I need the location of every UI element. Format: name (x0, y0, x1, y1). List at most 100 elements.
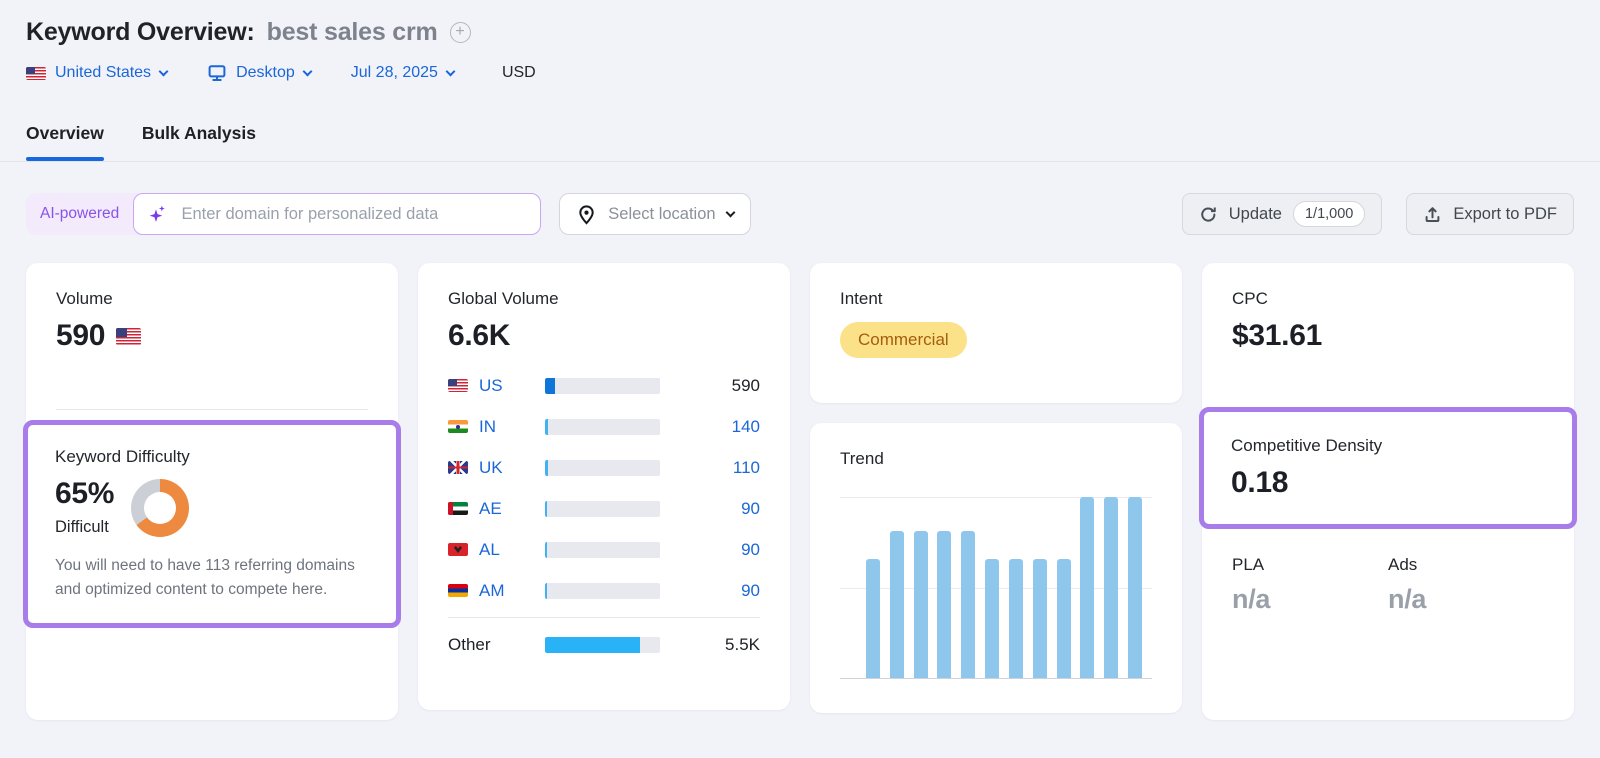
device-filter[interactable]: Desktop (207, 63, 313, 83)
date-filter[interactable]: Jul 28, 2025 (350, 64, 456, 82)
country-code-link[interactable]: AM (479, 580, 505, 600)
ai-domain-group: AI-powered (26, 193, 542, 235)
tab-bulk-analysis[interactable]: Bulk Analysis (141, 123, 256, 143)
am-flag-icon (448, 584, 468, 597)
country-cell: AL (448, 540, 545, 560)
domain-input-wrapper (133, 193, 542, 235)
keyword-difficulty-section: Keyword Difficulty 65% Difficult You wil… (28, 425, 396, 623)
volume-difficulty-card: Volume 590 Keyword Difficulty 65% Diffic… (23, 263, 401, 720)
country-volume-row: IN 140 (448, 406, 760, 447)
country-cell: US (448, 376, 545, 396)
trend-bar (1056, 558, 1071, 678)
competitive-density-label: Competitive Density (1231, 436, 1383, 455)
ai-powered-badge: AI-powered (40, 205, 120, 222)
tab-overview[interactable]: Overview (26, 123, 104, 161)
difficulty-donut-chart (131, 479, 190, 537)
update-quota-badge: 1/1,000 (1292, 201, 1366, 227)
global-volume-rows: US 590 IN 140 UK 110 AE 90 AL 90 AM 90 (448, 365, 760, 611)
keyword-overview-page: Keyword Overview: best sales crm + Unite… (0, 0, 1600, 720)
global-volume-other-row: Other 5.5K (448, 624, 760, 665)
competitive-density-highlight: Competitive Density 0.18 (1199, 407, 1577, 529)
tab-bar: Overview Bulk Analysis (26, 123, 1574, 161)
country-code-link[interactable]: US (479, 375, 503, 395)
trend-card: Trend (810, 423, 1182, 713)
keyword-difficulty-label: Keyword Difficulty (55, 447, 190, 466)
add-keyword-icon[interactable]: + (449, 22, 471, 43)
country-volume-row: UK 110 (448, 447, 760, 488)
export-icon (1425, 206, 1440, 222)
al-flag-icon (448, 543, 468, 556)
page-header: Keyword Overview: best sales crm + (26, 18, 1574, 47)
trend-bar (1104, 497, 1119, 678)
desktop-icon (208, 65, 226, 81)
pla-ads-section: PLA n/a Ads n/a (1202, 529, 1574, 641)
intent-commercial-badge: Commercial (840, 322, 967, 358)
volume-bar-track (545, 418, 660, 435)
country-code-link[interactable]: UK (479, 457, 503, 477)
us-flag-icon (26, 66, 46, 80)
toolbar: AI-powered Select location Up (26, 193, 1574, 235)
gridline (840, 497, 1152, 498)
ads-value: n/a (1388, 584, 1427, 614)
country-code-link[interactable]: AE (479, 498, 502, 518)
country-cell: AE (448, 499, 545, 519)
currency-label: USD (501, 64, 536, 81)
trend-bar (1080, 497, 1095, 678)
intent-card: Intent Commercial (810, 263, 1182, 403)
volume-bar-fill (545, 459, 548, 476)
country-volume-row: Other 5.5K (448, 624, 760, 665)
filter-row: United States Desktop Jul 28, 2025 USD (26, 63, 1574, 83)
page-title: Keyword Overview: (26, 18, 255, 46)
volume-bar-fill (545, 582, 548, 599)
volume-bar-fill (545, 541, 548, 558)
select-location-button[interactable]: Select location (559, 193, 751, 235)
export-to-pdf-button[interactable]: Export to PDF (1406, 193, 1574, 235)
other-cell: Other (448, 635, 545, 655)
volume-bar-fill (545, 500, 548, 517)
trend-bar (889, 531, 904, 678)
in-flag-icon (448, 420, 468, 433)
trend-bar (961, 531, 976, 678)
cpc-section: CPC $31.61 (1202, 263, 1574, 407)
chevron-down-icon (725, 207, 736, 217)
keyword-difficulty-level: Difficult (55, 518, 109, 536)
country-cell: AM (448, 581, 545, 601)
volume-bar-fill (545, 377, 556, 394)
chevron-down-icon (445, 66, 456, 76)
global-volume-value: 6.6K (448, 319, 511, 352)
country-code-link[interactable]: AL (479, 539, 500, 559)
country-cell: IN (448, 417, 545, 437)
country-code-link[interactable]: IN (479, 416, 496, 436)
country-volume-value: 590 (731, 375, 760, 395)
chevron-down-icon (158, 66, 169, 76)
keyword-difficulty-value: 65% (55, 477, 115, 510)
country-volume-value: 90 (741, 580, 760, 600)
us-flag-icon (448, 379, 468, 392)
ae-flag-icon (448, 502, 468, 515)
pla-column: PLA n/a (1232, 555, 1388, 615)
uk-flag-icon (448, 461, 468, 474)
section-divider (448, 617, 760, 618)
update-label: Update (1228, 204, 1282, 223)
volume-bar-track (545, 541, 660, 558)
select-location-label: Select location (608, 204, 716, 223)
ads-column: Ads n/a (1388, 555, 1544, 615)
intent-trend-column: Intent Commercial Trend (810, 263, 1182, 713)
country-volume-row: AE 90 (448, 488, 760, 529)
country-volume-value: 5.5K (725, 634, 760, 654)
trend-bar (1032, 558, 1047, 678)
volume-bar-track (545, 636, 660, 653)
intent-label: Intent (840, 289, 883, 308)
competitive-density-section: Competitive Density 0.18 (1204, 412, 1572, 524)
domain-input[interactable] (179, 203, 527, 225)
date-filter-label: Jul 28, 2025 (350, 64, 438, 81)
pla-value: n/a (1232, 584, 1271, 614)
volume-bar-track (545, 582, 660, 599)
trend-bars (866, 497, 1142, 678)
update-button[interactable]: Update 1/1,000 (1181, 193, 1383, 235)
metrics-grid: Volume 590 Keyword Difficulty 65% Diffic… (23, 263, 1577, 720)
country-volume-row: US 590 (448, 365, 760, 406)
other-label: Other (448, 634, 491, 654)
country-volume-value: 110 (732, 457, 760, 477)
country-filter[interactable]: United States (26, 64, 169, 82)
